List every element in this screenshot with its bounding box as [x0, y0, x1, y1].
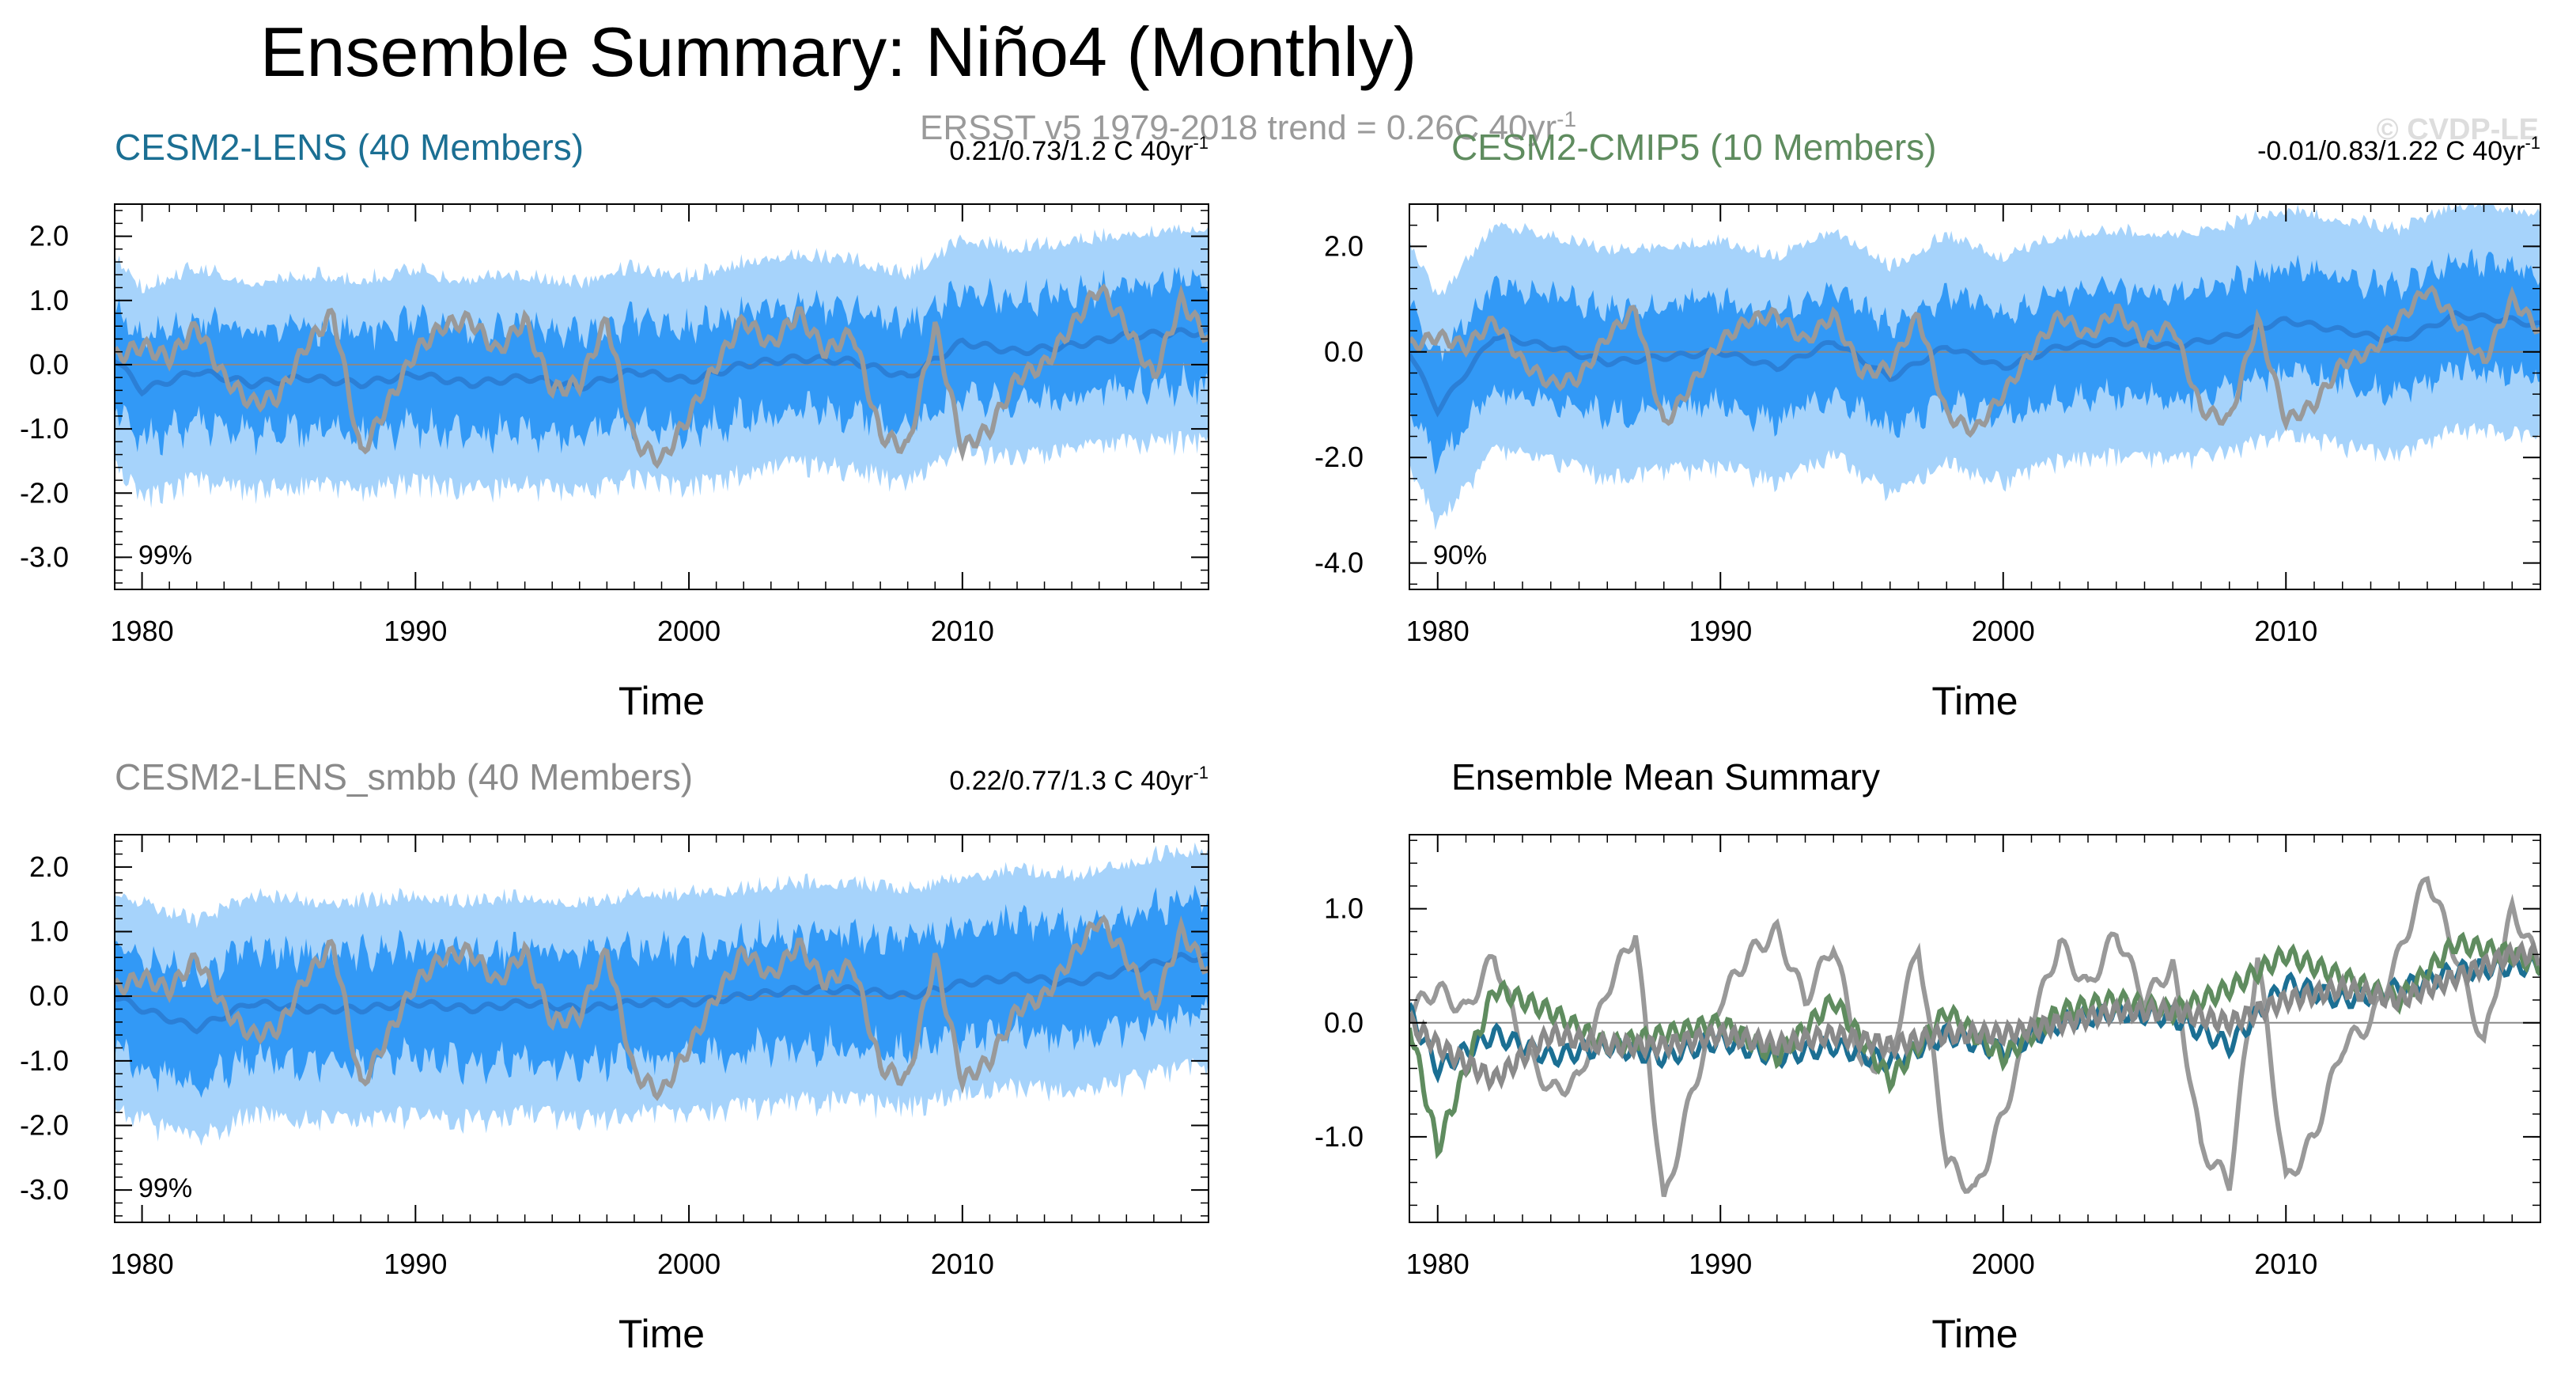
trend-text: -0.01/0.83/1.22 C 40yr [2257, 136, 2525, 166]
trend-text: 0.21/0.73/1.2 C 40yr [949, 136, 1193, 166]
y-tick-label: 0.0 [29, 348, 69, 381]
percent-label: 90% [1433, 540, 1487, 570]
x-tick-label: 2010 [931, 1248, 994, 1280]
series-ensemble-mean [115, 327, 1209, 397]
x-tick-label: 1990 [384, 1248, 447, 1280]
x-axis-label: Time [1931, 679, 2018, 723]
panel-title: CESM2-LENS (40 Members) [115, 127, 584, 168]
y-tick-label: 1.0 [29, 284, 69, 316]
x-tick-label: 2000 [1972, 615, 2035, 647]
plot-area [1409, 204, 2540, 531]
y-tick-label: -3.0 [20, 1173, 69, 1206]
y-tick-label: 1.0 [1324, 892, 1364, 925]
plot-area [115, 224, 1209, 509]
panel-title: CESM2-CMIP5 (10 Members) [1451, 127, 1936, 168]
panel-title: Ensemble Mean Summary [1451, 756, 1880, 797]
trend-label: 0.22/0.77/1.3 C 40yr-1 [949, 763, 1209, 796]
y-tick-label: 2.0 [29, 220, 69, 252]
trend-sup: -1 [1193, 133, 1209, 153]
y-tick-label: -3.0 [20, 540, 69, 573]
x-tick-label: 2000 [1972, 1248, 2035, 1280]
obs-trend-sup: -1 [1557, 107, 1576, 131]
y-tick-label: -2.0 [1314, 441, 1364, 473]
figure-title: Ensemble Summary: Niño4 (Monthly) [260, 13, 1417, 91]
x-tick-label: 2000 [657, 615, 721, 647]
x-axis-label: Time [618, 679, 705, 723]
y-tick-label: 0.0 [1324, 1006, 1364, 1039]
x-axis-label: Time [1931, 1312, 2018, 1356]
trend-sup: -1 [1193, 763, 1209, 782]
y-tick-label: 2.0 [1324, 229, 1364, 262]
y-tick-label: 0.0 [1324, 335, 1364, 368]
x-tick-label: 1980 [111, 615, 174, 647]
series-cesm2-lens-smbb [1409, 939, 2540, 1093]
y-tick-label: -1.0 [20, 412, 69, 445]
x-tick-label: 2010 [931, 615, 994, 647]
x-tick-label: 2010 [2254, 615, 2317, 647]
y-tick-label: -4.0 [1314, 547, 1364, 579]
y-tick-label: -2.0 [20, 1109, 69, 1142]
x-tick-label: 1990 [384, 615, 447, 647]
panel-4: -1.0 0.0 1.0 1980 1990 2000 2010 Time Ensemble M… [1314, 756, 2541, 1356]
x-tick-label: 1990 [1689, 615, 1752, 647]
panel-3: 99% 0.22/0.77/1.3 C 40yr-1 -3.0 -2.0 -1.0 0.0… [20, 756, 1209, 1356]
trend-label: -0.01/0.83/1.22 C 40yr-1 [2257, 133, 2540, 166]
series-ersst [1409, 285, 2540, 438]
panel-2: 90% -0.01/0.83/1.22 C 40yr-1 -4.0 -2.0 0.0 2.… [1314, 127, 2541, 723]
trend-label: 0.21/0.73/1.2 C 40yr-1 [949, 133, 1209, 166]
panel-title: CESM2-LENS_smbb (40 Members) [115, 756, 693, 797]
plot-area [115, 842, 1209, 1146]
x-tick-label: 2010 [2254, 1248, 2317, 1280]
series-ersst-v5 [1409, 875, 2540, 1198]
y-tick-label: -1.0 [1314, 1120, 1364, 1153]
x-tick-label: 1990 [1689, 1248, 1752, 1280]
copyright-label: © CVDP-LE [2377, 113, 2539, 146]
series-ersst [115, 914, 1209, 1101]
trend-sup: -1 [2525, 133, 2540, 153]
trend-text: 0.22/0.77/1.3 C 40yr [949, 766, 1193, 796]
x-tick-label: 2000 [657, 1248, 721, 1280]
y-tick-label: 1.0 [29, 915, 69, 948]
series-ersst [115, 283, 1209, 469]
band-inner [1409, 248, 2540, 475]
band-inner [115, 885, 1209, 1098]
panel-1: 99% 0.21/0.73/1.2 C 40yr-1 -3.0 -2.0 -1.0 0.0… [20, 127, 1209, 723]
x-axis-label: Time [618, 1312, 705, 1356]
y-tick-label: 0.0 [29, 979, 69, 1012]
y-tick-label: -1.0 [20, 1044, 69, 1077]
x-tick-label: 1980 [1406, 615, 1470, 647]
percent-label: 99% [138, 540, 192, 570]
obs-trend-text: ERSST v5 1979-2018 trend = 0.26C 40yr [920, 108, 1557, 147]
series-ensemble-mean [1409, 309, 2540, 418]
y-tick-label: 2.0 [29, 851, 69, 883]
y-tick-label: -2.0 [20, 476, 69, 509]
percent-label: 99% [138, 1173, 192, 1203]
obs-trend-label: ERSST v5 1979-2018 trend = 0.26C 40yr-1 [920, 107, 1576, 147]
x-tick-label: 1980 [1406, 1248, 1470, 1280]
series-cesm2-cmip5 [1409, 931, 2540, 1160]
panels: 99%0.21/0.73/1.2 C 40yr-1-3.0-2.0-1.00.0… [20, 127, 2541, 1356]
x-tick-label: 1980 [111, 1248, 174, 1280]
plot-area [1409, 875, 2540, 1198]
series-ensemble-mean [115, 952, 1209, 1035]
